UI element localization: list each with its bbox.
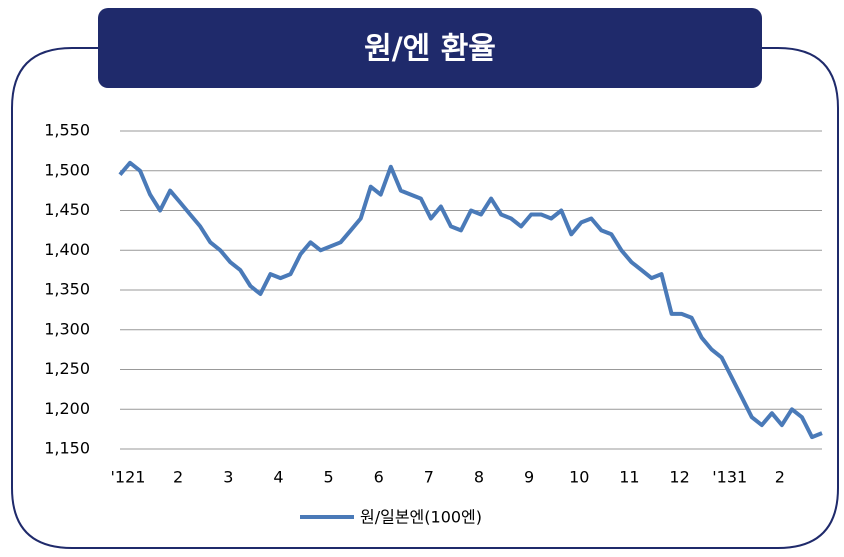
title-box bbox=[98, 8, 762, 88]
y-tick-label: 1,500 bbox=[44, 160, 90, 179]
x-tick-label: 2 bbox=[775, 468, 785, 487]
x-tick-label: 12 bbox=[669, 468, 689, 487]
x-tick-label: 3 bbox=[223, 468, 233, 487]
y-tick-label: 1,350 bbox=[44, 280, 90, 299]
y-tick-label: 1,450 bbox=[44, 200, 90, 219]
y-tick-label: 1,200 bbox=[44, 399, 90, 418]
x-tick-label: 4 bbox=[273, 468, 283, 487]
y-tick-label: 1,150 bbox=[44, 439, 90, 458]
x-tick-label: 11 bbox=[619, 468, 639, 487]
y-tick-label: 1,300 bbox=[44, 319, 90, 338]
x-tick-label: '121 bbox=[111, 468, 146, 487]
y-tick-label: 1,400 bbox=[44, 240, 90, 259]
y-tick-label: 1,550 bbox=[44, 121, 90, 140]
x-tick-label: 8 bbox=[474, 468, 484, 487]
x-tick-label: 2 bbox=[173, 468, 183, 487]
legend-label: 원/일본엔(100엔) bbox=[360, 508, 482, 527]
x-tick-label: 7 bbox=[424, 468, 434, 487]
x-tick-label: 10 bbox=[569, 468, 589, 487]
x-tick-label: 5 bbox=[323, 468, 333, 487]
chart-title: 원/엔 환율 bbox=[364, 32, 496, 67]
y-tick-label: 1,250 bbox=[44, 359, 90, 378]
x-tick-label: '131 bbox=[712, 468, 747, 487]
data-line bbox=[118, 160, 823, 440]
x-tick-label: 6 bbox=[374, 468, 384, 487]
x-tick-label: 9 bbox=[524, 468, 534, 487]
frame bbox=[11, 47, 839, 549]
